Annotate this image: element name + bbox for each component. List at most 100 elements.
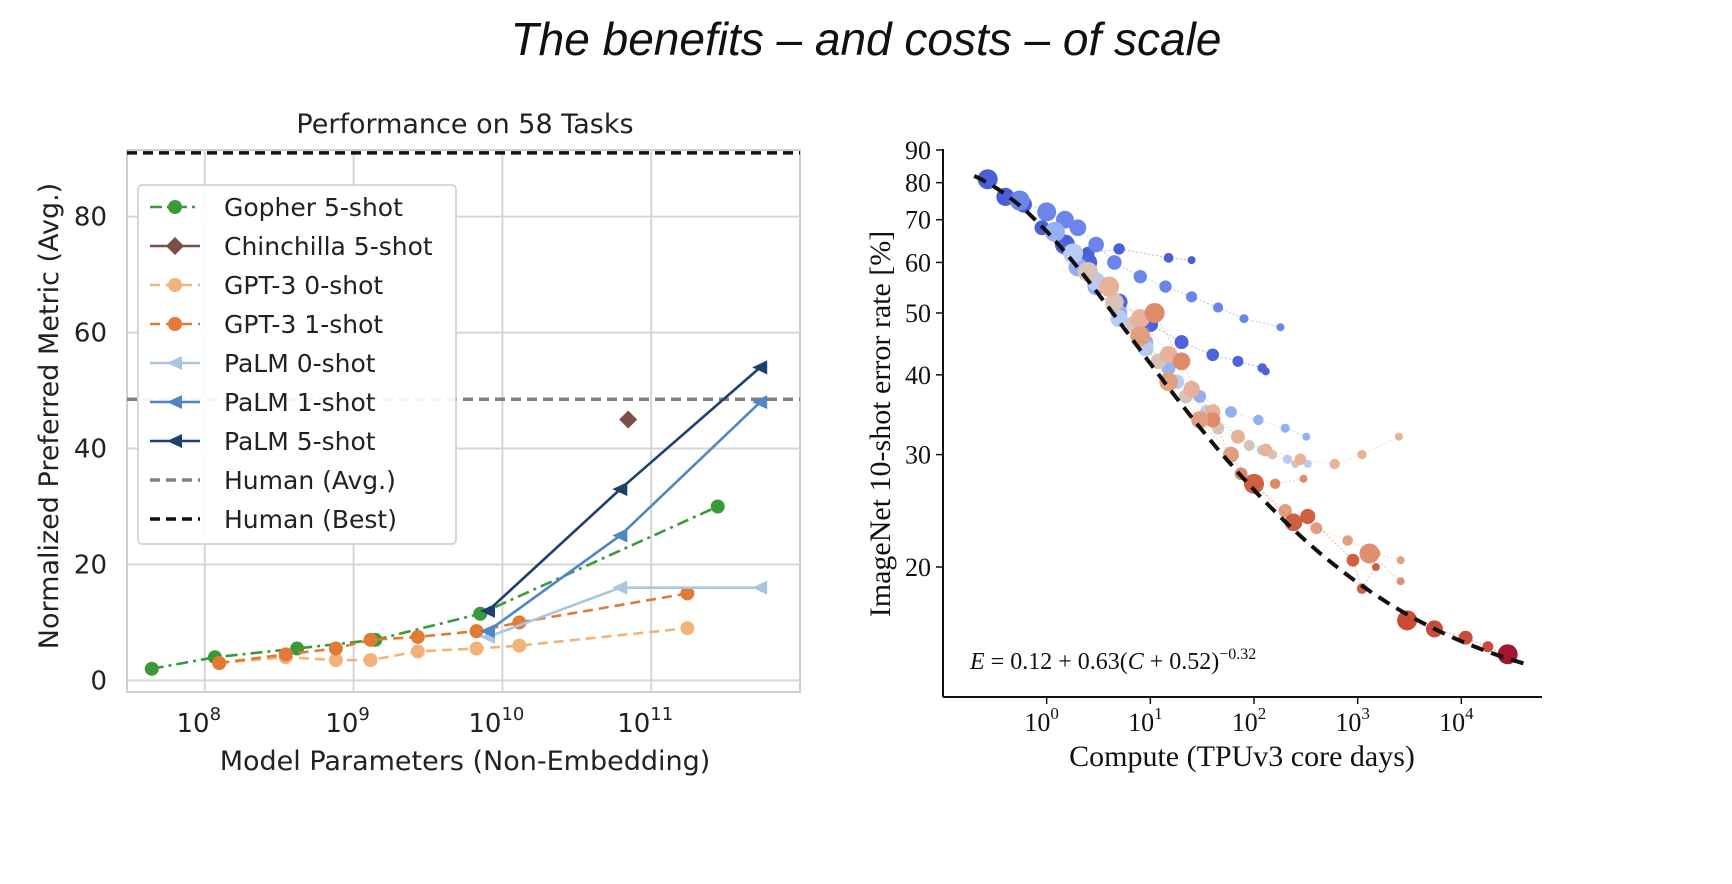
- scatter-point: [1159, 280, 1172, 293]
- scatter-point: [1088, 236, 1104, 253]
- gpt-3-0-shot-point: [410, 644, 425, 659]
- scatter-point: [1243, 440, 1255, 452]
- y-tick-label: 40: [74, 435, 107, 465]
- scatter-point: [1137, 334, 1154, 350]
- scatter-point: [1257, 363, 1268, 373]
- scatter-point: [1113, 243, 1125, 255]
- series-group: [144, 360, 768, 676]
- x-tick-label: 102: [1232, 704, 1267, 737]
- x-tick-label: 101: [1128, 704, 1163, 737]
- trajectory-line: [1369, 553, 1402, 582]
- scatter-point: [1302, 432, 1311, 441]
- legend-label-chinchilla-5-shot: Chinchilla 5-shot: [224, 232, 433, 261]
- scatter-point: [1397, 610, 1418, 631]
- trajectory-line: [1139, 335, 1401, 561]
- legend-label-palm-5-shot: PaLM 5-shot: [224, 427, 376, 456]
- scatter-point: [1425, 620, 1443, 638]
- scatter-group: [1009, 190, 1285, 332]
- y-tick-label: 90: [905, 136, 931, 165]
- fit-equation: E = 0.12 + 0.63(C + 0.52)−0.32: [969, 646, 1256, 675]
- legend-label-gpt-3-1-shot: GPT-3 1-shot: [224, 310, 383, 339]
- scatter-points: [977, 169, 1518, 665]
- scatter-point: [1009, 190, 1030, 211]
- scatter-point: [1261, 367, 1270, 376]
- scatter-point: [1282, 454, 1293, 464]
- fit-curve-path: [973, 174, 1525, 666]
- palm-5-shot-series: [479, 360, 768, 618]
- scatter-point: [1205, 412, 1221, 428]
- legend-marker-gpt-3-0-shot: [168, 278, 182, 292]
- scatter-point: [1150, 353, 1167, 370]
- gopher-5-shot-point: [710, 499, 725, 514]
- legend: Gopher 5-shot Chinchilla 5-shot GPT-3 0-sh…: [137, 184, 457, 545]
- gpt-3-1-shot-point: [680, 586, 695, 601]
- palm-5-shot-point: [479, 603, 495, 618]
- scatter-point: [1231, 430, 1244, 443]
- legend-marker-palm-0-shot: [167, 356, 182, 370]
- scatter-point: [1087, 277, 1105, 296]
- palm-0-shot-point: [752, 580, 768, 595]
- scatter-point: [1205, 404, 1221, 420]
- scatter-point: [1172, 352, 1191, 371]
- legend-marker-gpt-3-1-shot: [168, 317, 182, 331]
- legend-marker-palm-1-shot: [167, 395, 182, 409]
- legend-box: [137, 184, 457, 545]
- scatter-group: [1144, 302, 1308, 490]
- y-tick-label: 70: [905, 206, 931, 235]
- scatter-point: [1107, 255, 1122, 270]
- scatter-point: [1267, 449, 1278, 460]
- trajectory-line: [1072, 253, 1308, 465]
- tick-labels: 108 109 1010 1011 0 20 40 60 80: [74, 203, 673, 739]
- scatter-point: [1068, 257, 1088, 277]
- x-tick-label: 108: [177, 704, 222, 739]
- scatter-point: [1396, 556, 1405, 565]
- scatter-point: [1086, 272, 1106, 291]
- gpt-3-0-shot-point: [680, 621, 695, 636]
- fit-curve: [973, 174, 1525, 666]
- gpt-3-1-shot-point: [410, 629, 425, 644]
- palm-5-shot-point: [752, 360, 768, 375]
- scatter-point: [1394, 432, 1403, 441]
- scatter-point: [1225, 406, 1237, 418]
- scatter-group: [1077, 261, 1300, 469]
- scatter-point: [1232, 355, 1244, 367]
- scatter-point: [1234, 467, 1248, 481]
- scatter-point: [1037, 202, 1057, 222]
- legend-marker-palm-5-shot: [167, 434, 182, 448]
- slide-title: The benefits – and costs – of scale: [510, 13, 1222, 65]
- scatter-point: [1137, 340, 1154, 357]
- scatter-point: [1497, 644, 1518, 665]
- scatter-group: [1054, 234, 1270, 376]
- scatter-point: [1015, 195, 1032, 213]
- trajectory-line: [1054, 231, 1307, 438]
- scatter-point: [1342, 535, 1353, 546]
- scatter-point: [1178, 389, 1193, 404]
- scatter-point: [1144, 302, 1165, 323]
- gpt-3-0-shot-point: [469, 641, 484, 656]
- scatter-point: [1130, 326, 1151, 347]
- scatter-point: [1371, 563, 1380, 572]
- chinchilla-5-shot-series: [619, 410, 638, 429]
- scatter-point: [1133, 269, 1147, 284]
- y-tick-label: 20: [905, 553, 931, 582]
- scatter-group: [1044, 221, 1311, 441]
- gpt-3-0-shot-point: [328, 653, 343, 668]
- scatter-point: [1458, 630, 1473, 645]
- chinchilla-5-shot-point: [619, 410, 638, 429]
- legend-label-palm-1-shot: PaLM 1-shot: [224, 388, 376, 417]
- scatter-point: [1142, 316, 1159, 333]
- scatter-point: [1063, 243, 1084, 264]
- scatter-point: [1163, 252, 1174, 263]
- gopher-5-shot-point: [144, 661, 159, 676]
- scatter-point: [1259, 443, 1273, 457]
- y-tick-label: 50: [905, 299, 931, 328]
- scatter-point: [1503, 652, 1512, 661]
- trajectory-line: [1406, 619, 1508, 657]
- scatter-point: [1206, 348, 1220, 362]
- trajectory-line: [1154, 312, 1304, 485]
- palm-1-shot-point: [612, 528, 628, 543]
- scatter-group: [1497, 644, 1518, 665]
- scatter-point: [996, 187, 1015, 206]
- scatter-point: [1256, 444, 1268, 456]
- scatter-point: [1269, 478, 1281, 490]
